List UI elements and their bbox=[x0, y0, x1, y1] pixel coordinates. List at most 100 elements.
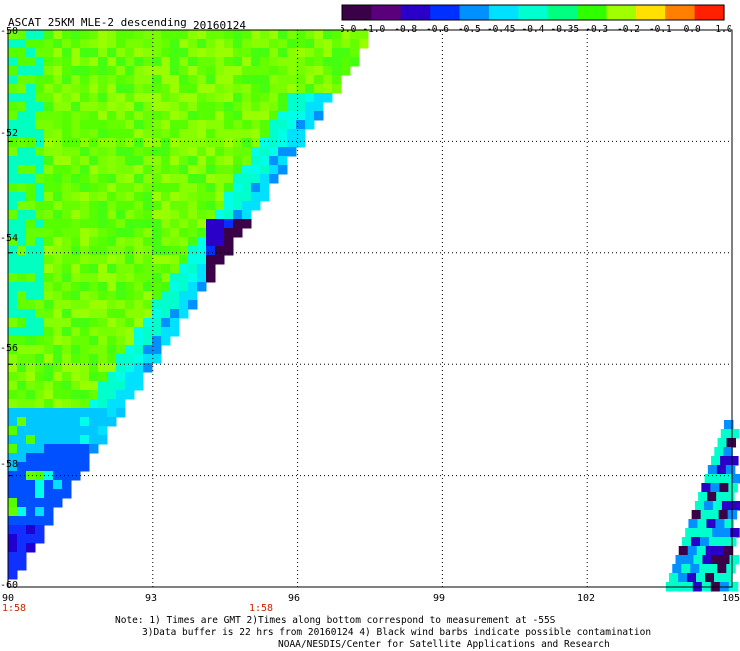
data-cell bbox=[80, 255, 90, 265]
data-cell bbox=[251, 75, 261, 85]
data-cell bbox=[62, 273, 72, 283]
data-cell bbox=[116, 372, 126, 382]
data-cell bbox=[53, 444, 63, 454]
data-cell bbox=[125, 264, 135, 274]
data-cell bbox=[224, 237, 234, 247]
data-cell bbox=[107, 336, 117, 346]
data-cell bbox=[715, 519, 725, 529]
data-cell bbox=[134, 156, 144, 166]
data-cell bbox=[35, 327, 45, 337]
data-cell bbox=[179, 111, 189, 121]
data-cell bbox=[62, 453, 72, 463]
data-cell bbox=[26, 183, 36, 193]
data-cell bbox=[215, 174, 225, 184]
data-cell bbox=[706, 519, 716, 529]
data-cell bbox=[698, 492, 708, 502]
data-cell bbox=[89, 282, 99, 292]
data-cell bbox=[98, 372, 108, 382]
data-cell bbox=[134, 192, 144, 202]
data-cell bbox=[197, 219, 207, 229]
data-cell bbox=[53, 273, 63, 283]
data-cell bbox=[89, 417, 99, 427]
data-cell bbox=[134, 219, 144, 229]
data-cell bbox=[233, 156, 243, 166]
data-cell bbox=[71, 399, 81, 409]
data-cell bbox=[224, 75, 234, 85]
data-cell bbox=[8, 417, 18, 427]
data-cell bbox=[71, 147, 81, 157]
data-cell bbox=[17, 210, 27, 220]
data-cell bbox=[305, 39, 315, 49]
data-cell bbox=[44, 210, 54, 220]
data-cell bbox=[161, 174, 171, 184]
data-cell bbox=[26, 534, 36, 544]
data-cell bbox=[143, 300, 153, 310]
data-cell bbox=[188, 210, 198, 220]
data-cell bbox=[678, 546, 689, 556]
data-cell bbox=[179, 201, 189, 211]
data-cell bbox=[233, 84, 243, 94]
data-cell bbox=[179, 138, 189, 148]
data-cell bbox=[26, 228, 36, 238]
data-cell bbox=[17, 291, 27, 301]
data-cell bbox=[8, 201, 18, 211]
data-cell bbox=[170, 75, 180, 85]
data-cell bbox=[188, 300, 198, 310]
data-cell bbox=[143, 129, 153, 139]
data-cell bbox=[8, 102, 18, 112]
data-cell bbox=[107, 228, 117, 238]
data-cell bbox=[80, 336, 90, 346]
data-cell bbox=[179, 228, 189, 238]
data-cell bbox=[224, 39, 234, 49]
data-cell bbox=[17, 183, 27, 193]
data-cell bbox=[71, 138, 81, 148]
data-cell bbox=[98, 228, 108, 238]
data-cell bbox=[224, 147, 234, 157]
data-cell bbox=[705, 573, 715, 583]
data-cell bbox=[71, 246, 81, 256]
data-cell bbox=[71, 426, 81, 436]
data-cell bbox=[26, 525, 36, 535]
data-cell bbox=[359, 39, 369, 49]
data-cell bbox=[134, 111, 144, 121]
data-cell bbox=[170, 129, 180, 139]
data-cell bbox=[8, 462, 18, 472]
data-cell bbox=[44, 390, 54, 400]
data-cell bbox=[35, 93, 45, 103]
data-cell bbox=[125, 228, 135, 238]
data-cell bbox=[116, 129, 126, 139]
data-cell bbox=[98, 30, 108, 40]
data-cell bbox=[89, 156, 99, 166]
data-cell bbox=[35, 507, 45, 517]
data-cell bbox=[179, 309, 189, 319]
data-cell bbox=[152, 147, 162, 157]
data-cell bbox=[107, 417, 117, 427]
data-cell bbox=[44, 462, 54, 472]
data-cell bbox=[251, 120, 261, 130]
data-cell bbox=[161, 57, 171, 67]
data-cell bbox=[726, 564, 736, 574]
data-cell bbox=[116, 174, 126, 184]
data-cell bbox=[80, 246, 90, 256]
data-cell bbox=[287, 93, 297, 103]
data-cell bbox=[17, 381, 27, 391]
data-cell bbox=[98, 219, 108, 229]
data-cell bbox=[197, 39, 207, 49]
data-cell bbox=[143, 102, 153, 112]
data-cell bbox=[260, 30, 270, 40]
data-cell bbox=[44, 444, 54, 454]
data-cell bbox=[62, 372, 72, 382]
data-cell bbox=[161, 111, 171, 121]
data-cell bbox=[197, 237, 207, 247]
data-cell bbox=[107, 102, 117, 112]
data-cell bbox=[17, 507, 27, 517]
data-cell bbox=[17, 354, 27, 364]
lon-label-105: 105 bbox=[722, 593, 740, 604]
colorbar-tick-label: -0.3 bbox=[585, 24, 608, 34]
data-cell bbox=[143, 228, 153, 238]
data-cell bbox=[233, 66, 243, 76]
data-cell bbox=[35, 426, 45, 436]
data-cell bbox=[260, 48, 270, 58]
data-cell bbox=[62, 408, 72, 418]
footnote-line-2: 3)Data buffer is 22 hrs from 20160124 4)… bbox=[142, 627, 652, 638]
